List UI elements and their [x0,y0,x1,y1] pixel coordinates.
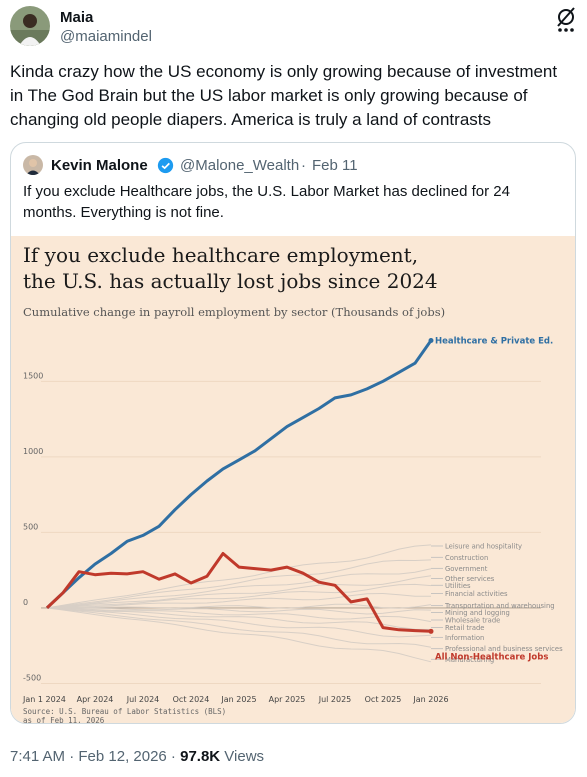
post-text: Kinda crazy how the US economy is only g… [10,62,558,129]
sector-label: Utilities [445,582,471,590]
series-label: Healthcare & Private Ed. [435,337,553,347]
series-end-point [428,338,434,344]
views-count: 97.8K [180,748,221,765]
sector-lines [46,544,443,663]
grok-icon[interactable] [555,6,577,28]
chart-image[interactable]: If you exclude healthcare employment, th… [11,236,575,724]
more-options-icon[interactable] [555,24,577,36]
quoted-author-handle[interactable]: @Malone_Wealth [180,157,300,174]
views-label: Views [220,748,265,765]
sector-line [46,607,432,630]
verified-badge-icon [157,157,174,174]
post-metadata: 7:41 AM · Feb 12, 2026 · 97.8K Views [10,748,264,765]
employment-chart: If you exclude healthcare employment, th… [22,243,563,724]
y-tick-label: 500 [23,522,38,531]
sector-label: Financial activities [445,590,508,598]
quoted-post[interactable]: Kevin Malone @Malone_Wealth · Feb 11 If … [10,142,576,724]
sector-line [46,559,432,609]
author-name[interactable]: Maia [60,9,94,26]
post-timestamp[interactable]: 7:41 AM · Feb 12, 2026 · [10,748,181,765]
series-lines [45,338,434,634]
series-label: All Non-Healthcare Jobs [435,652,548,662]
chart-source-line1: Source: U.S. Bureau of Labor Statistics … [23,707,226,716]
sector-line [46,575,432,609]
sector-line [46,607,432,648]
sector-line [46,583,432,609]
x-tick-label: Apr 2025 [269,695,306,704]
sector-label: Manufacturing [445,656,494,664]
series-line [45,552,432,633]
quoted-author-avatar[interactable] [23,155,43,175]
sector-label: Mining and logging [445,609,510,617]
chart-title-line2: the U.S. has actually lost jobs since 20… [23,269,438,293]
sector-label: Professional and business services [445,645,563,653]
x-tick-label: Jul 2025 [318,695,352,704]
x-tick-label: Jan 2025 [220,695,256,704]
sector-line [47,603,432,609]
sector-label: Leisure and hospitality [445,542,522,550]
x-tick-label: Oct 2025 [365,695,402,704]
y-tick-label: 0 [23,598,28,607]
sector-line [46,607,432,623]
y-tick-label: 1000 [23,447,43,456]
sector-label: Government [445,565,488,573]
x-tick-label: Jan 1 2024 [22,695,66,704]
x-tick-label: Oct 2024 [173,695,210,704]
chart-subtitle: Cumulative change in payroll employment … [23,305,445,319]
author-avatar[interactable] [10,6,50,46]
gridlines [41,380,541,684]
sector-label: Transportation and warehousing [444,602,555,610]
series-end-point [428,628,434,634]
y-tick-label: -500 [23,673,41,682]
chart-source-line2: as of Feb 11, 2026 [23,716,105,724]
chart-labels: 1500 1000 500 0 -500 Jan 1 2024 Apr 2024 Jul 20… [22,337,563,704]
y-tick-label: 1500 [23,371,43,380]
chart-title-line1: If you exclude healthcare employment, [23,243,418,267]
sector-label: Information [445,634,484,642]
x-tick-label: Jan 2026 [412,695,448,704]
sector-label: Wholesale trade [445,617,500,625]
sector-label: Other services [445,575,495,583]
sector-line [46,592,431,609]
sector-line [46,607,432,638]
separator-dot: · [301,157,306,174]
sector-line [46,607,432,663]
series-line [45,339,433,609]
sector-line [46,544,432,609]
x-tick-label: Apr 2024 [77,695,114,704]
sector-line [46,568,432,609]
quoted-author-name[interactable]: Kevin Malone [51,157,148,174]
author-handle[interactable]: @maiamindel [60,28,152,45]
quoted-post-text: If you exclude Healthcare jobs, the U.S.… [23,183,510,221]
sector-line [46,607,432,615]
x-tick-label: Jul 2024 [126,695,160,704]
sector-label: Retail trade [445,624,485,632]
quoted-post-date[interactable]: Feb 11 [312,157,358,174]
sector-label: Construction [445,554,488,562]
post-header: Maia @maiamindel [10,6,577,46]
